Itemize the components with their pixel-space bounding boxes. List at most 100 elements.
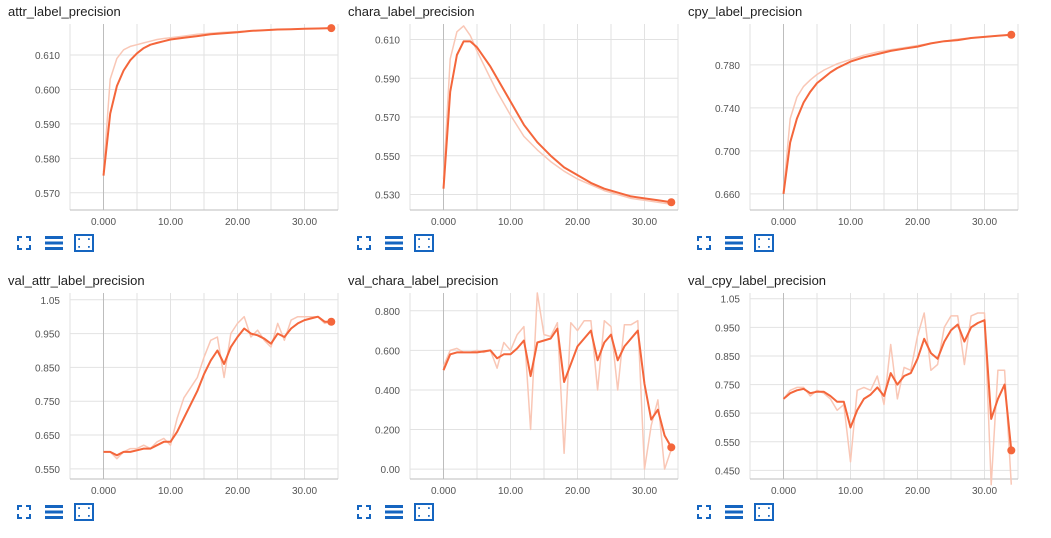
series-end-point bbox=[667, 443, 676, 452]
x-tick-label: 20.00 bbox=[905, 217, 930, 228]
y-tick-label: 0.600 bbox=[35, 85, 60, 96]
x-tick-label: 30.00 bbox=[292, 486, 317, 497]
expand-icon[interactable] bbox=[694, 503, 714, 521]
y-tick-label: 0.750 bbox=[35, 397, 60, 408]
x-tick-label: 10.00 bbox=[158, 217, 183, 228]
chart-plot: 0.000 10.00 20.00 30.00 0.00 0.200 0.400 0.600 0… bbox=[375, 292, 679, 497]
data-table-icon[interactable] bbox=[44, 503, 64, 521]
y-tick-label: 0.400 bbox=[375, 386, 400, 397]
chart-title: chara_label_precision bbox=[348, 4, 475, 19]
raw-series-line bbox=[782, 312, 1013, 486]
fit-domain-icon[interactable] bbox=[414, 234, 434, 252]
chart-panel-3: cpy_label_precision 0.000 10.00 20.00 30.00… bbox=[680, 0, 1020, 262]
series-end-point bbox=[1007, 446, 1016, 455]
chart-title: val_attr_label_precision bbox=[8, 273, 145, 288]
x-tick-label: 0.000 bbox=[91, 486, 116, 497]
x-tick-label: 30.00 bbox=[292, 217, 317, 228]
x-tick-label: 20.00 bbox=[565, 217, 590, 228]
chart-panel-6: val_cpy_label_precision 0.000 10.00 20.00 3… bbox=[680, 269, 1020, 531]
x-tick-label: 20.00 bbox=[225, 486, 250, 497]
smoothed-series-line bbox=[442, 40, 672, 204]
chart-panel-5: val_chara_label_precision 0.000 10.00 20.0… bbox=[340, 269, 680, 531]
x-tick-label: 10.00 bbox=[838, 486, 863, 497]
y-tick-label: 0.200 bbox=[375, 426, 400, 437]
smoothed-series-line bbox=[103, 315, 332, 457]
raw-series-line bbox=[103, 315, 332, 460]
y-tick-label: 0.600 bbox=[375, 346, 400, 357]
y-tick-label: 0.750 bbox=[715, 381, 740, 392]
y-tick-label: 0.660 bbox=[715, 190, 740, 201]
fit-domain-icon[interactable] bbox=[754, 503, 774, 521]
chart-toolbar bbox=[354, 503, 434, 521]
y-tick-label: 0.550 bbox=[715, 438, 740, 449]
x-tick-label: 0.000 bbox=[431, 486, 456, 497]
x-tick-label: 0.000 bbox=[771, 486, 796, 497]
y-tick-label: 0.450 bbox=[715, 466, 740, 477]
chart-title: val_chara_label_precision bbox=[348, 273, 499, 288]
x-tick-label: 20.00 bbox=[225, 217, 250, 228]
series-end-point bbox=[667, 198, 676, 207]
chart-toolbar bbox=[14, 234, 94, 252]
data-table-icon[interactable] bbox=[724, 234, 744, 252]
y-tick-label: 0.550 bbox=[375, 152, 400, 163]
y-tick-label: 0.570 bbox=[375, 113, 400, 124]
x-tick-label: 30.00 bbox=[972, 217, 997, 228]
chart-toolbar bbox=[694, 234, 774, 252]
raw-series-line bbox=[102, 27, 332, 173]
y-tick-label: 0.550 bbox=[35, 465, 60, 476]
data-table-icon[interactable] bbox=[724, 503, 744, 521]
expand-icon[interactable] bbox=[14, 503, 34, 521]
y-tick-label: 0.850 bbox=[715, 352, 740, 363]
expand-icon[interactable] bbox=[14, 234, 34, 252]
chart-plot: 0.000 10.00 20.00 30.00 0.450 0.550 0.650 0.750… bbox=[715, 293, 1019, 497]
series-end-point bbox=[1007, 30, 1016, 39]
data-table-icon[interactable] bbox=[384, 234, 404, 252]
expand-icon[interactable] bbox=[694, 234, 714, 252]
chart-plot: 0.000 10.00 20.00 30.00 0.550 0.650 0.750 0.850… bbox=[35, 293, 339, 497]
series-end-point bbox=[327, 24, 336, 33]
x-tick-label: 30.00 bbox=[632, 486, 657, 497]
x-tick-label: 0.000 bbox=[771, 217, 796, 228]
x-tick-label: 10.00 bbox=[158, 486, 183, 497]
x-tick-label: 10.00 bbox=[498, 486, 523, 497]
y-tick-label: 0.610 bbox=[35, 51, 60, 62]
expand-icon[interactable] bbox=[354, 234, 374, 252]
x-tick-label: 30.00 bbox=[632, 217, 657, 228]
chart-toolbar bbox=[354, 234, 434, 252]
chart-panel-1: attr_label_precision 0.000 10.00 20.00 30.0… bbox=[0, 0, 340, 262]
y-tick-label: 0.570 bbox=[35, 189, 60, 200]
chart-title: attr_label_precision bbox=[8, 4, 121, 19]
fit-domain-icon[interactable] bbox=[414, 503, 434, 521]
y-tick-label: 1.05 bbox=[721, 295, 741, 306]
smoothed-series-line bbox=[442, 327, 673, 448]
chart-panel-2: chara_label_precision 0.000 10.00 20.00 30.… bbox=[340, 0, 680, 262]
raw-series-line bbox=[442, 25, 672, 205]
chart-plot: 0.000 10.00 20.00 30.00 0.570 0.580 0.590 0.600… bbox=[35, 24, 339, 228]
x-tick-label: 0.000 bbox=[91, 217, 116, 228]
fit-domain-icon[interactable] bbox=[74, 234, 94, 252]
x-tick-label: 20.00 bbox=[565, 486, 590, 497]
x-tick-label: 30.00 bbox=[972, 486, 997, 497]
smoothed-series-line bbox=[782, 33, 1012, 195]
y-tick-label: 0.740 bbox=[715, 104, 740, 115]
fit-domain-icon[interactable] bbox=[74, 503, 94, 521]
expand-icon[interactable] bbox=[354, 503, 374, 521]
chart-title: cpy_label_precision bbox=[688, 4, 803, 19]
y-tick-label: 0.590 bbox=[35, 120, 60, 131]
raw-series-line bbox=[442, 292, 673, 470]
fit-domain-icon[interactable] bbox=[754, 234, 774, 252]
x-tick-label: 10.00 bbox=[498, 217, 523, 228]
smoothed-series-line bbox=[102, 27, 332, 176]
data-table-icon[interactable] bbox=[384, 503, 404, 521]
chart-plot: 0.000 10.00 20.00 30.00 0.660 0.700 0.740 0.780 bbox=[715, 24, 1019, 228]
y-tick-label: 1.05 bbox=[41, 296, 61, 307]
y-tick-label: 0.650 bbox=[35, 431, 60, 442]
y-tick-label: 0.780 bbox=[715, 61, 740, 72]
data-table-icon[interactable] bbox=[44, 234, 64, 252]
chart-title: val_cpy_label_precision bbox=[688, 273, 827, 288]
smoothed-series-line bbox=[782, 319, 1013, 451]
x-tick-label: 0.000 bbox=[431, 217, 456, 228]
y-tick-label: 0.580 bbox=[35, 154, 60, 165]
y-tick-label: 0.950 bbox=[715, 323, 740, 334]
chart-toolbar bbox=[14, 503, 94, 521]
